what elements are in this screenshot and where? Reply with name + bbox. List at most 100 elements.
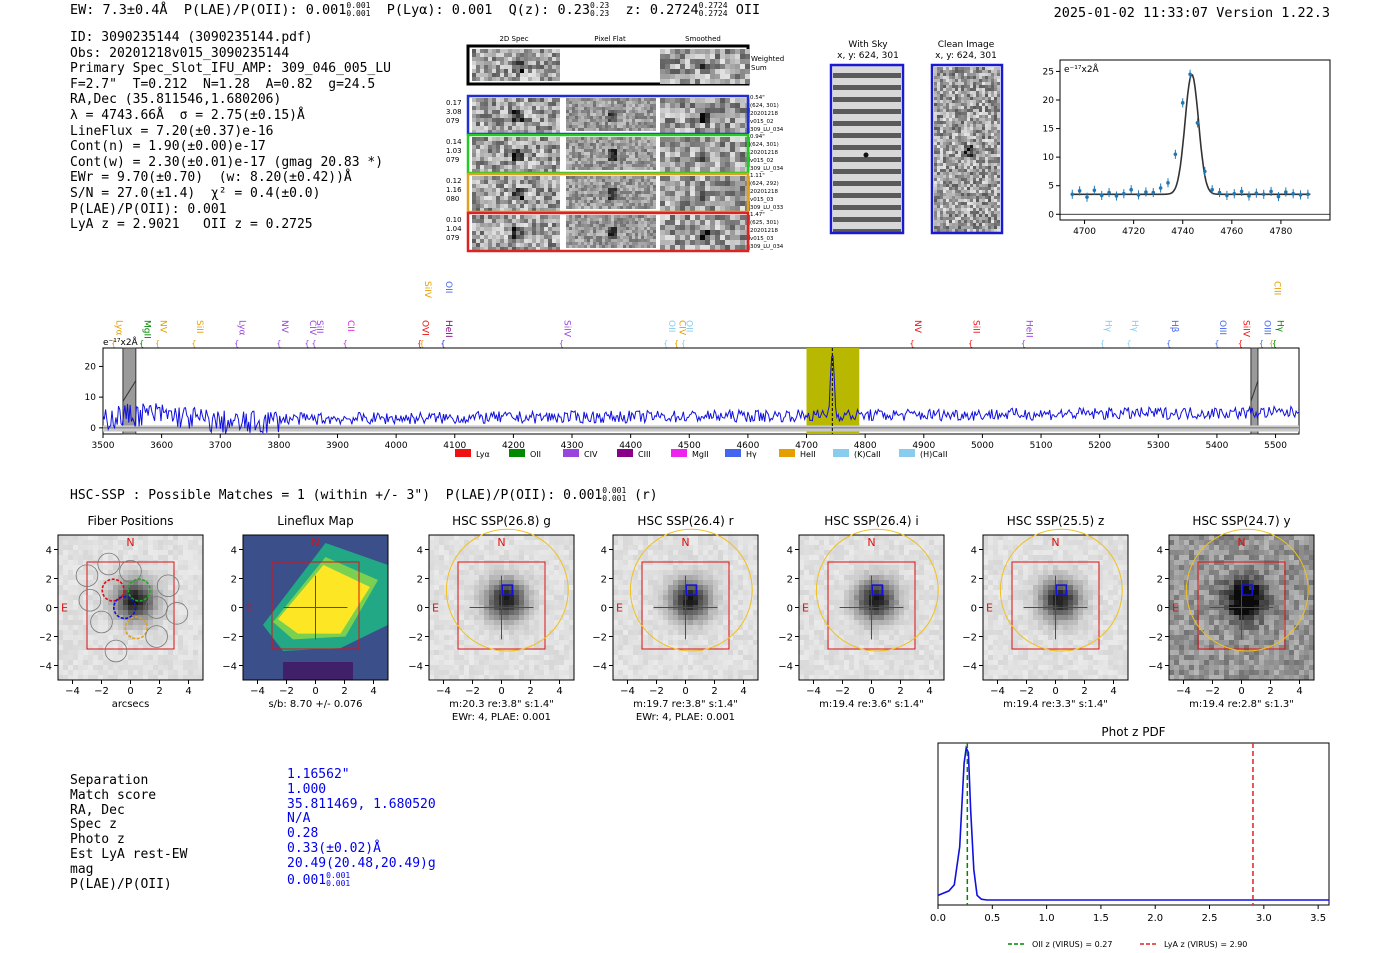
noise-pixel [715, 167, 720, 172]
noise-pixel [572, 203, 575, 206]
noise-pixel [605, 119, 608, 122]
noise-pixel [982, 115, 985, 118]
noise-pixel [644, 206, 647, 209]
noise-pixel [970, 199, 973, 202]
noise-pixel [685, 191, 690, 196]
hsc-pixel [168, 605, 173, 610]
noise-pixel [632, 140, 635, 143]
hsc-pixel [68, 610, 73, 615]
noise-pixel [943, 112, 946, 115]
noise-pixel [991, 109, 994, 112]
noise-pixel [512, 141, 516, 145]
noise-pixel [647, 206, 650, 209]
noise-pixel [680, 225, 685, 230]
noise-pixel [617, 188, 620, 191]
noise-pixel [484, 110, 488, 114]
noise-pixel [496, 49, 500, 53]
noise-pixel [572, 236, 575, 239]
noise-pixel [504, 98, 508, 102]
noise-pixel [638, 143, 641, 146]
noise-pixel [970, 103, 973, 106]
noise-pixel [605, 236, 608, 239]
noise-pixel [690, 59, 695, 64]
noise-pixel [740, 206, 745, 211]
noise-pixel [970, 88, 973, 91]
hsc-pixel [83, 545, 88, 550]
noise-pixel [730, 69, 735, 74]
noise-pixel [540, 77, 544, 81]
hsc-pixel [138, 610, 143, 615]
noise-pixel [587, 218, 590, 221]
noise-pixel [710, 147, 715, 152]
noise-pixel [611, 143, 614, 146]
noise-pixel [991, 226, 994, 229]
noise-pixel [620, 101, 623, 104]
noise-pixel [994, 220, 997, 223]
noise-pixel [976, 193, 979, 196]
noise-pixel [532, 180, 536, 184]
noise-pixel [695, 235, 700, 240]
noise-pixel [979, 139, 982, 142]
noise-pixel [504, 161, 508, 165]
noise-pixel [952, 139, 955, 142]
noise-pixel [967, 91, 970, 94]
noise-pixel [952, 85, 955, 88]
hsc-pixel [198, 545, 203, 550]
noise-pixel [665, 167, 670, 172]
noise-pixel [590, 221, 593, 224]
noise-pixel [484, 235, 488, 239]
noise-pixel [934, 130, 937, 133]
noise-pixel [988, 145, 991, 148]
noise-pixel [605, 191, 608, 194]
noise-pixel [997, 202, 1000, 205]
noise-pixel [940, 82, 943, 85]
noise-pixel [710, 186, 715, 191]
noise-pixel [484, 215, 488, 219]
noise-pixel [572, 158, 575, 161]
noise-pixel [484, 153, 488, 157]
noise-pixel [988, 106, 991, 109]
noise-pixel [967, 136, 970, 139]
noise-pixel [725, 54, 730, 59]
noise-pixel [532, 73, 536, 77]
noise-pixel [626, 218, 629, 221]
noise-pixel [955, 94, 958, 97]
noise-pixel [581, 239, 584, 242]
noise-pixel [620, 155, 623, 158]
noise-pixel [991, 160, 994, 163]
noise-pixel [715, 196, 720, 201]
noise-pixel [967, 157, 970, 160]
hsc-pixel [183, 565, 188, 570]
noise-pixel [532, 126, 536, 130]
noise-pixel [520, 215, 524, 219]
noise-pixel [660, 152, 665, 157]
noise-pixel [623, 230, 626, 233]
hsc-pixel [173, 555, 178, 560]
noise-pixel [575, 164, 578, 167]
noise-pixel [552, 137, 556, 141]
noise-pixel [620, 128, 623, 131]
noise-pixel [504, 122, 508, 126]
noise-pixel [685, 220, 690, 225]
noise-pixel [680, 74, 685, 79]
noise-pixel [532, 196, 536, 200]
noise-pixel [961, 181, 964, 184]
hsc-pixel [58, 610, 63, 615]
hsc-pixel [83, 550, 88, 555]
noise-pixel [958, 151, 961, 154]
noise-pixel [647, 143, 650, 146]
noise-pixel [730, 215, 735, 220]
hsc-pixel [128, 550, 133, 555]
noise-pixel [528, 192, 532, 196]
hsc-pixel [123, 580, 128, 585]
hsc-pixel [168, 555, 173, 560]
noise-pixel [602, 203, 605, 206]
noise-pixel [973, 154, 976, 157]
noise-pixel [958, 196, 961, 199]
noise-pixel [488, 57, 492, 61]
spectral-line-label: SiII [971, 320, 981, 334]
noise-pixel [536, 223, 540, 227]
noise-pixel [955, 106, 958, 109]
noise-pixel [552, 243, 556, 247]
noise-pixel [740, 245, 745, 250]
